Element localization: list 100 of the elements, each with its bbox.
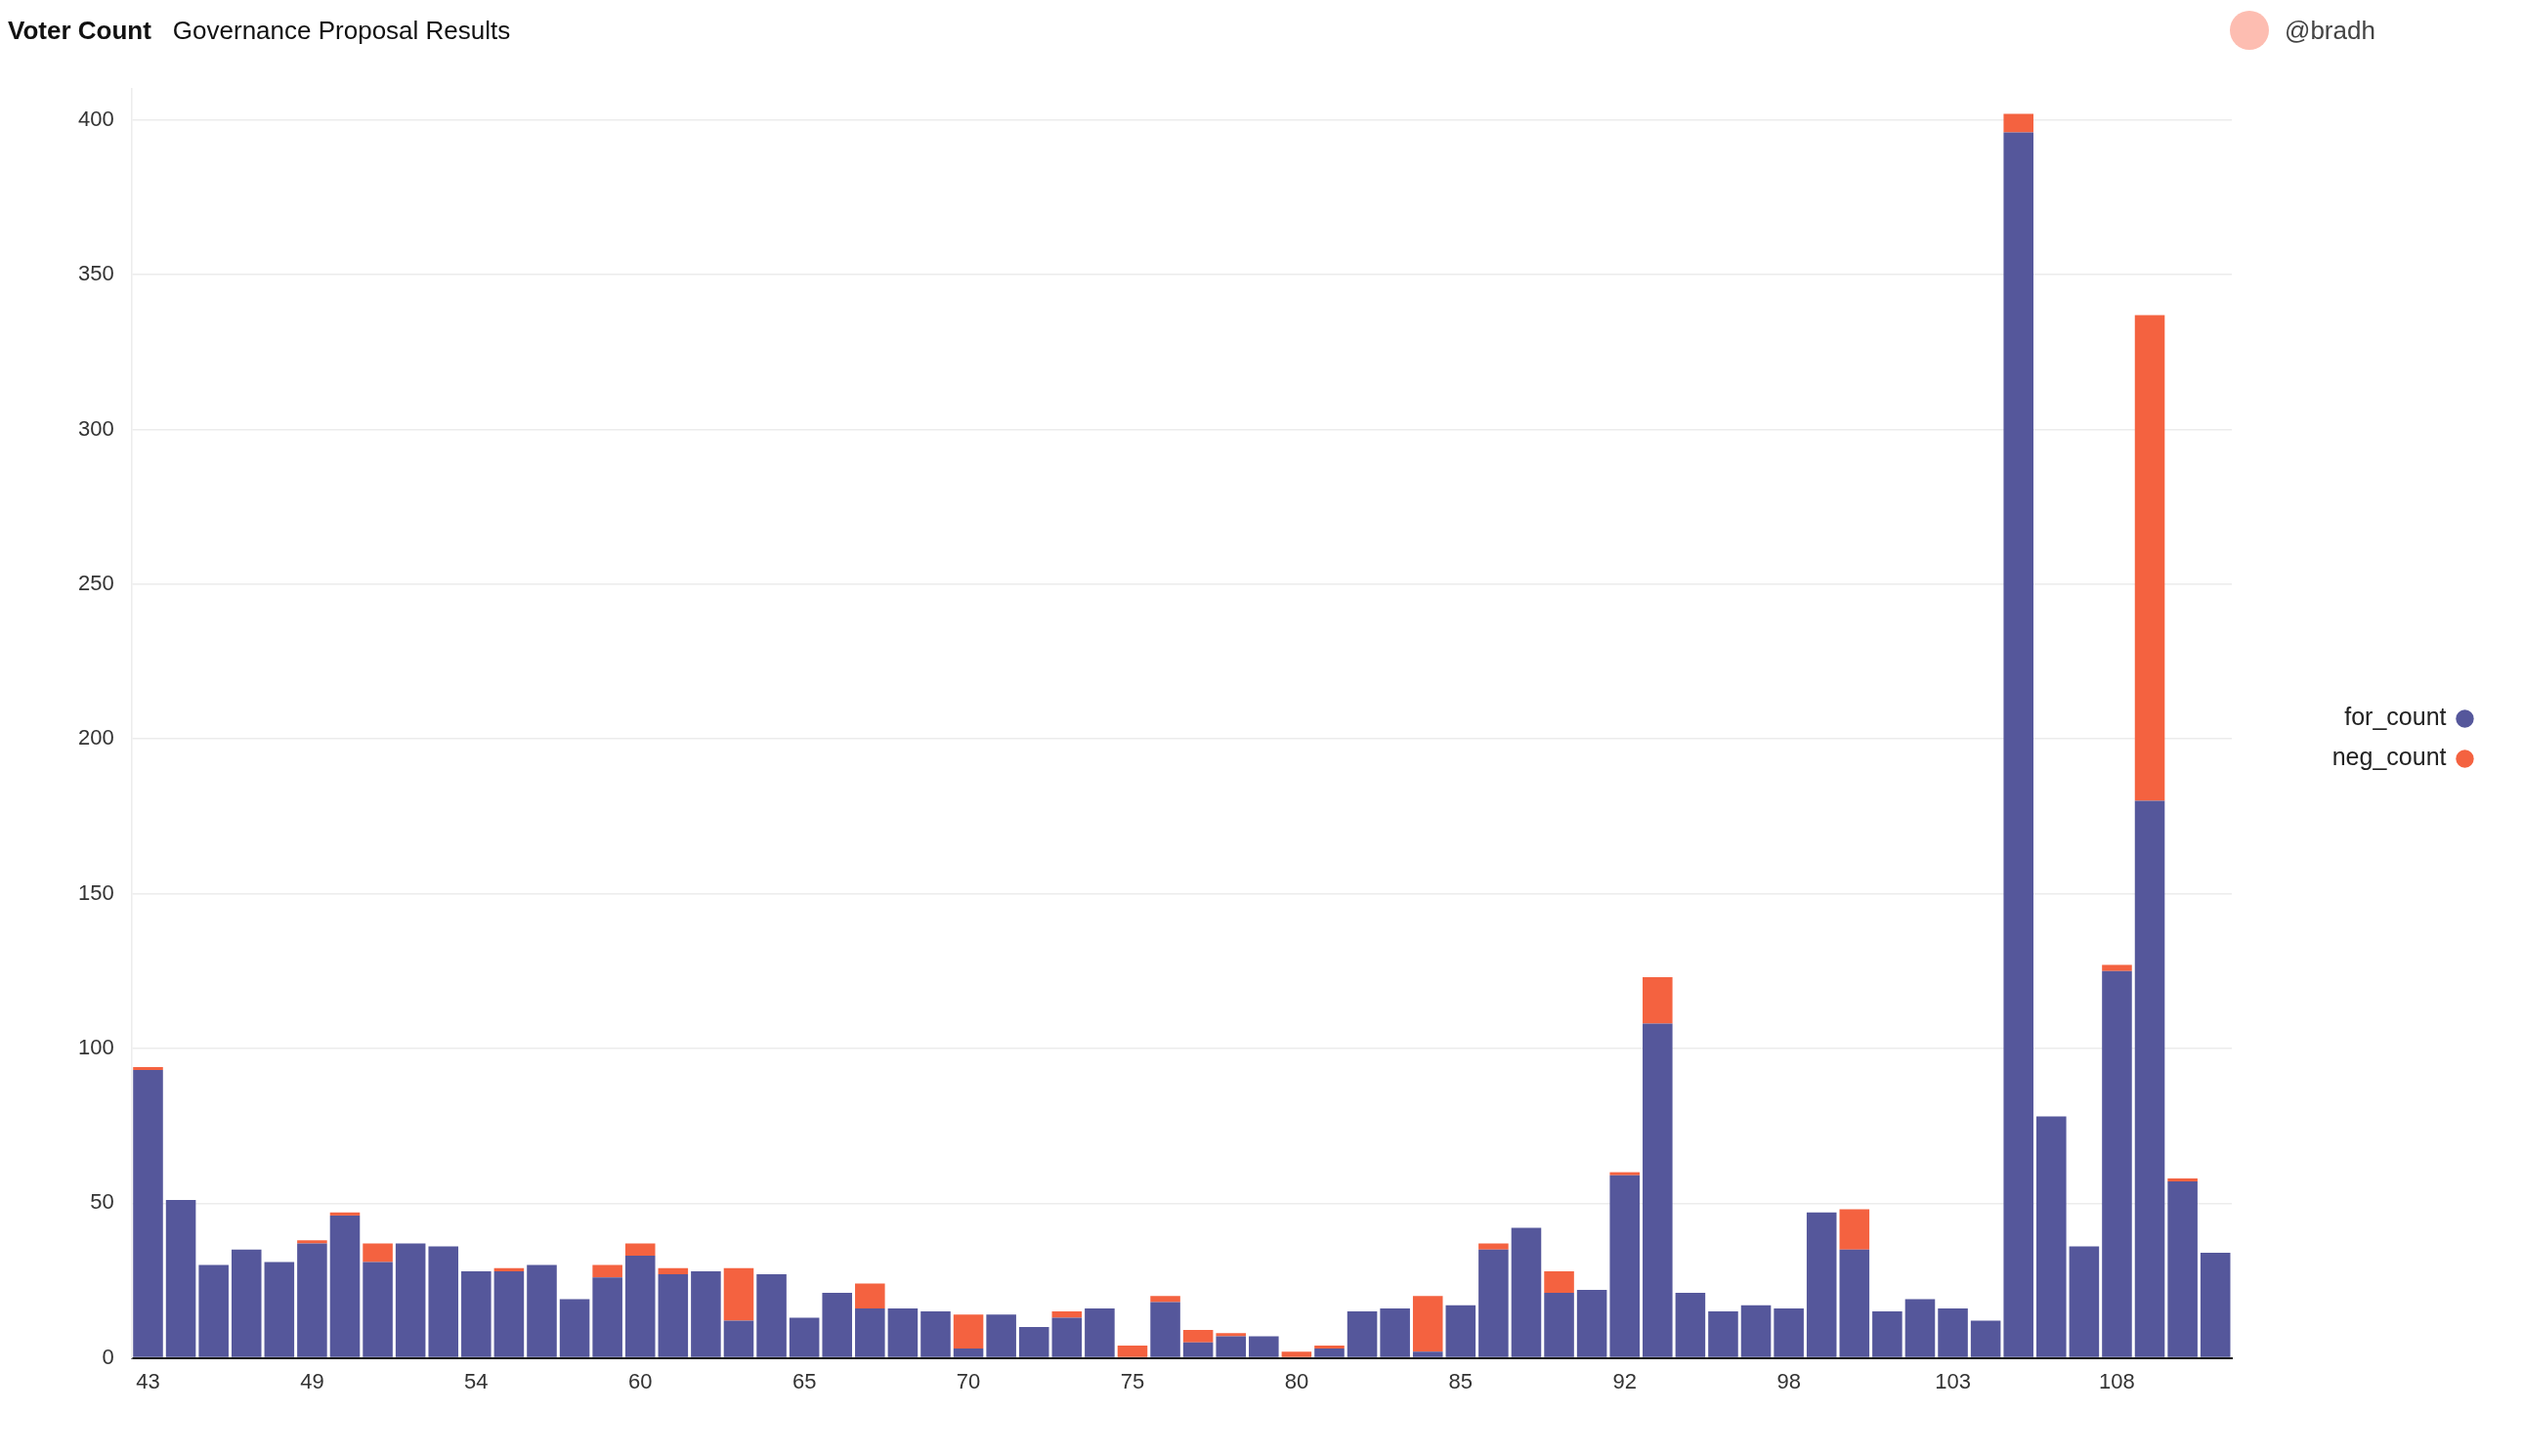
bar xyxy=(1872,1311,1903,1357)
x-tick-label: 65 xyxy=(791,1368,817,1393)
x-tick-label: 103 xyxy=(1935,1368,1971,1393)
legend-label: for_count xyxy=(2344,703,2447,731)
bar xyxy=(822,1293,853,1357)
y-tick-label: 200 xyxy=(77,725,114,750)
bar xyxy=(363,1243,393,1263)
bar xyxy=(493,1267,525,1271)
bar xyxy=(1182,1342,1214,1357)
bar xyxy=(428,1246,459,1357)
bar xyxy=(1314,1349,1345,1357)
bar xyxy=(2069,1246,2100,1357)
bar xyxy=(855,1283,885,1308)
bar xyxy=(1643,977,1673,1024)
bar xyxy=(1806,1212,1837,1357)
bar xyxy=(1609,1172,1640,1176)
bar xyxy=(953,1349,984,1357)
y-tick-label: 0 xyxy=(102,1344,114,1369)
bar xyxy=(1445,1305,1476,1357)
bar xyxy=(1544,1270,1574,1294)
bar xyxy=(527,1264,557,1357)
bar xyxy=(1511,1227,1542,1357)
y-tick-label: 400 xyxy=(77,106,114,131)
x-tick-label: 108 xyxy=(2099,1368,2135,1393)
bar xyxy=(986,1314,1016,1357)
bar xyxy=(493,1270,525,1357)
bar xyxy=(2134,800,2165,1357)
bar xyxy=(1216,1333,1247,1337)
chart-subtitle: Governance Proposal Results xyxy=(172,15,511,46)
x-tick-label: 43 xyxy=(136,1368,160,1393)
bar xyxy=(855,1307,885,1357)
bar xyxy=(2003,113,2033,133)
bar xyxy=(133,1066,163,1071)
bar xyxy=(1281,1351,1312,1357)
bar xyxy=(1314,1345,1345,1349)
bar xyxy=(297,1240,327,1244)
x-tick-label: 49 xyxy=(300,1368,324,1393)
legend-label: neg_count xyxy=(2331,743,2447,771)
bar xyxy=(165,1200,196,1357)
bar xyxy=(1051,1317,1083,1357)
x-tick-label: 54 xyxy=(464,1368,489,1393)
bar xyxy=(1249,1336,1279,1357)
y-tick-label: 150 xyxy=(77,879,114,905)
y-tick-label: 350 xyxy=(77,261,114,286)
x-tick-label: 85 xyxy=(1448,1368,1474,1393)
x-tick-label: 98 xyxy=(1776,1368,1801,1393)
bar xyxy=(658,1267,689,1275)
bar xyxy=(2102,964,2132,971)
bar xyxy=(1740,1305,1772,1357)
bar xyxy=(1643,1023,1673,1357)
bar xyxy=(1904,1299,1936,1357)
bar xyxy=(1708,1311,1738,1357)
chart-title: Voter Count xyxy=(8,15,151,46)
bar xyxy=(395,1243,426,1357)
x-tick-label: 75 xyxy=(1120,1368,1145,1393)
bar xyxy=(133,1070,163,1357)
bar xyxy=(1675,1293,1706,1357)
bar xyxy=(592,1277,622,1357)
bar xyxy=(1182,1330,1214,1343)
bar xyxy=(2036,1116,2067,1357)
bar xyxy=(723,1320,754,1357)
bar xyxy=(1412,1296,1443,1352)
bar xyxy=(1150,1296,1180,1303)
bar xyxy=(559,1299,590,1357)
bar xyxy=(1839,1209,1870,1250)
bar xyxy=(264,1262,295,1357)
bar xyxy=(2134,315,2165,801)
bar xyxy=(1216,1336,1247,1357)
y-tick-label: 250 xyxy=(77,570,114,595)
bar xyxy=(1412,1351,1443,1357)
bar xyxy=(691,1270,721,1357)
bar xyxy=(363,1262,393,1357)
bar xyxy=(1839,1249,1870,1357)
bar xyxy=(231,1249,262,1357)
bar xyxy=(1150,1302,1180,1357)
bar xyxy=(1478,1249,1509,1357)
y-tick-label: 100 xyxy=(77,1034,114,1059)
x-tick-label: 70 xyxy=(956,1368,981,1393)
bar xyxy=(624,1256,656,1357)
bar xyxy=(297,1243,327,1357)
bar xyxy=(920,1311,951,1357)
y-tick-label: 300 xyxy=(77,415,114,441)
bar xyxy=(2003,132,2033,1357)
bar xyxy=(953,1314,984,1349)
bar xyxy=(1117,1345,1148,1357)
bar xyxy=(592,1264,622,1278)
bar xyxy=(658,1274,689,1357)
bar xyxy=(1544,1293,1574,1357)
bar xyxy=(624,1243,656,1257)
bar xyxy=(1085,1307,1115,1357)
bar xyxy=(1970,1320,2001,1357)
bar xyxy=(1609,1175,1640,1357)
bar xyxy=(329,1212,361,1216)
y-tick-label: 50 xyxy=(90,1189,114,1215)
bar xyxy=(887,1307,919,1357)
bar xyxy=(198,1264,229,1357)
x-tick-label: 80 xyxy=(1284,1368,1309,1393)
bar xyxy=(2102,970,2132,1357)
bar xyxy=(756,1274,787,1357)
x-tick-label: 60 xyxy=(628,1368,653,1393)
